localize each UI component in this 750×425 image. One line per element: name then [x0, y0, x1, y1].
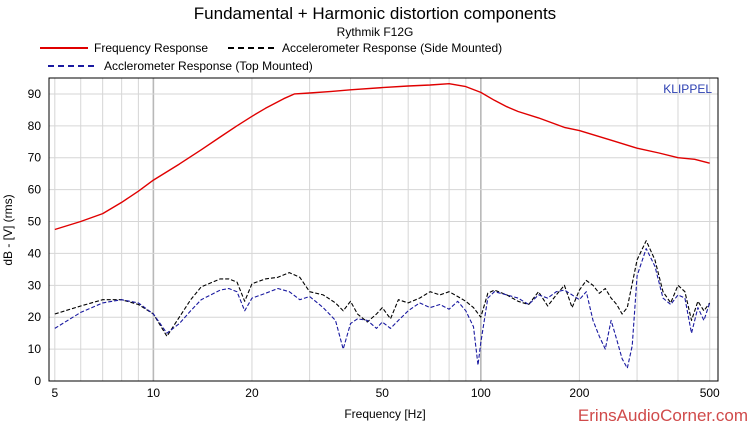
site-watermark: ErinsAudioCorner.com: [578, 406, 748, 425]
y-tick-label: 20: [28, 310, 42, 324]
y-tick-label: 80: [28, 119, 42, 133]
legend-label-frequency-response: Frequency Response: [94, 41, 208, 55]
y-tick-label: 10: [28, 342, 42, 356]
series-layer: [54, 83, 711, 369]
x-axis-label: Frequency [Hz]: [344, 407, 425, 421]
legend: Frequency Response Accelerometer Respons…: [40, 41, 502, 73]
x-tick-label: 5: [51, 386, 58, 400]
legend-label-top-mounted: Acclerometer Response (Top Mounted): [104, 59, 313, 73]
grid: [49, 78, 718, 382]
y-tick-label: 40: [28, 246, 42, 260]
y-tick-label: 50: [28, 215, 42, 229]
legend-label-side-mounted: Accelerometer Response (Side Mounted): [282, 41, 502, 55]
x-tick-label: 100: [471, 386, 491, 400]
plot-frame: [48, 77, 719, 382]
y-tick-label: 90: [28, 87, 42, 101]
x-tick-label: 10: [147, 386, 161, 400]
side-mounted-accelerometer-line: [54, 240, 711, 337]
y-tick-label: 60: [28, 183, 42, 197]
y-tick-label: 70: [28, 151, 42, 165]
chart-title: Fundamental + Harmonic distortion compon…: [194, 4, 556, 23]
tick-labels: 0 10 20 30 40 50 60 70 80 90 5 10 20 50 100 200 500: [28, 87, 720, 400]
frequency-response-line: [54, 83, 710, 231]
y-tick-label: 0: [34, 374, 41, 388]
x-tick-label: 20: [245, 386, 259, 400]
chart-subtitle: Rythmik F12G: [337, 25, 414, 39]
x-tick-label: 500: [700, 386, 720, 400]
top-mounted-accelerometer-line: [54, 248, 711, 369]
y-axis-label: dB - [V] (rms): [1, 194, 15, 265]
y-tick-label: 30: [28, 278, 42, 292]
x-tick-label: 200: [569, 386, 589, 400]
klippel-watermark: KLIPPEL: [663, 82, 712, 96]
x-tick-label: 50: [376, 386, 390, 400]
